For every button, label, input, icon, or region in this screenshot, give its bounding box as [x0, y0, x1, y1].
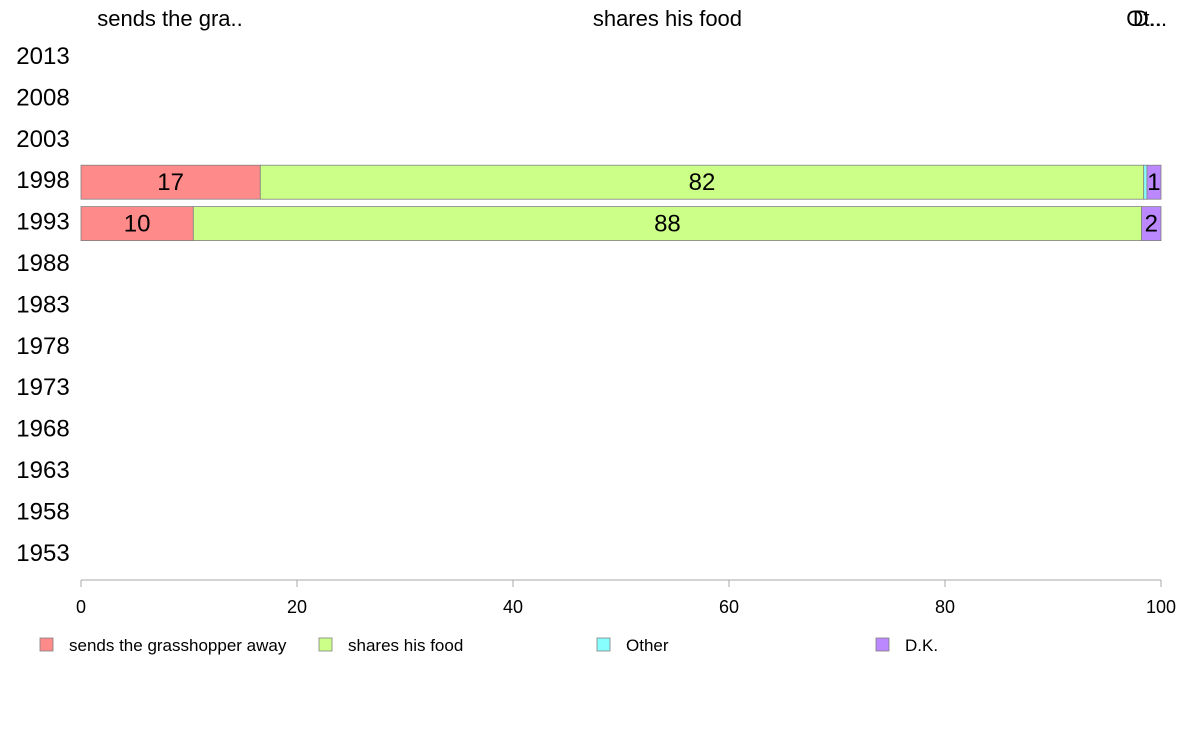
year-label-1968: 1968 [16, 416, 69, 443]
legend-swatch-1 [318, 637, 333, 652]
year-label-1973: 1973 [16, 374, 69, 401]
year-label-1963: 1963 [16, 457, 69, 484]
x-tick-label-80: 80 [935, 597, 955, 617]
year-label-1998: 1998 [16, 167, 69, 194]
x-tick-label-60: 60 [719, 597, 739, 617]
legend-swatch-2 [596, 637, 611, 652]
bar-segment-1998-0 [80, 164, 261, 200]
top-labels: sends the gra.. shares his food Ot..D... [97, 6, 1167, 31]
legend-label-2: Other [626, 636, 669, 655]
top-label-0: sends the gra.. [97, 6, 243, 31]
bar-segment-1993-3 [1141, 206, 1162, 242]
x-tick-label-0: 0 [76, 597, 86, 617]
year-axis-labels: 2013 2008 2003 1998 1993 1988 1983 1978 1973 1968… [16, 43, 69, 567]
x-tick-label-20: 20 [287, 597, 307, 617]
x-tick-label-100: 100 [1146, 597, 1176, 617]
top-label-2: Ot.. [1126, 6, 1161, 31]
legend-label-0: sends the grasshopper away [69, 636, 287, 655]
top-label-3: D... [1133, 6, 1167, 31]
bar-segment-1993-1 [192, 206, 1142, 242]
legend-swatch-0 [39, 637, 54, 652]
bar-segment-1998-1 [259, 164, 1145, 200]
bar-value-1998-0: 17 [157, 169, 184, 196]
bar-value-1998-3: 1 [1147, 169, 1160, 196]
bar-value-1993-1: 88 [654, 211, 681, 238]
bar-segment-1998-3 [1146, 164, 1162, 200]
year-label-2008: 2008 [16, 84, 69, 111]
year-label-2013: 2013 [16, 43, 69, 70]
year-label-1958: 1958 [16, 498, 69, 525]
bar-value-1993-3: 2 [1145, 211, 1158, 238]
year-label-1953: 1953 [16, 540, 69, 567]
top-label-1: shares his food [593, 6, 742, 31]
bar-value-1993-0: 10 [124, 211, 151, 238]
year-label-1988: 1988 [16, 250, 69, 277]
x-tick-label-40: 40 [503, 597, 523, 617]
year-label-1993: 1993 [16, 209, 69, 236]
year-label-1983: 1983 [16, 291, 69, 318]
bars: 17 82 1 10 88 2 [80, 164, 1162, 242]
bar-segment-1993-0 [80, 206, 194, 242]
bar-value-1998-1: 82 [689, 169, 716, 196]
legend-label-3: D.K. [905, 636, 938, 655]
x-axis: 0 20 40 60 80 100 [76, 579, 1176, 617]
year-label-1978: 1978 [16, 333, 69, 360]
year-label-2003: 2003 [16, 126, 69, 153]
legend-swatch-3 [875, 637, 890, 652]
legend: sends the grasshopper away shares his foo… [39, 636, 938, 655]
legend-label-1: shares his food [348, 636, 463, 655]
